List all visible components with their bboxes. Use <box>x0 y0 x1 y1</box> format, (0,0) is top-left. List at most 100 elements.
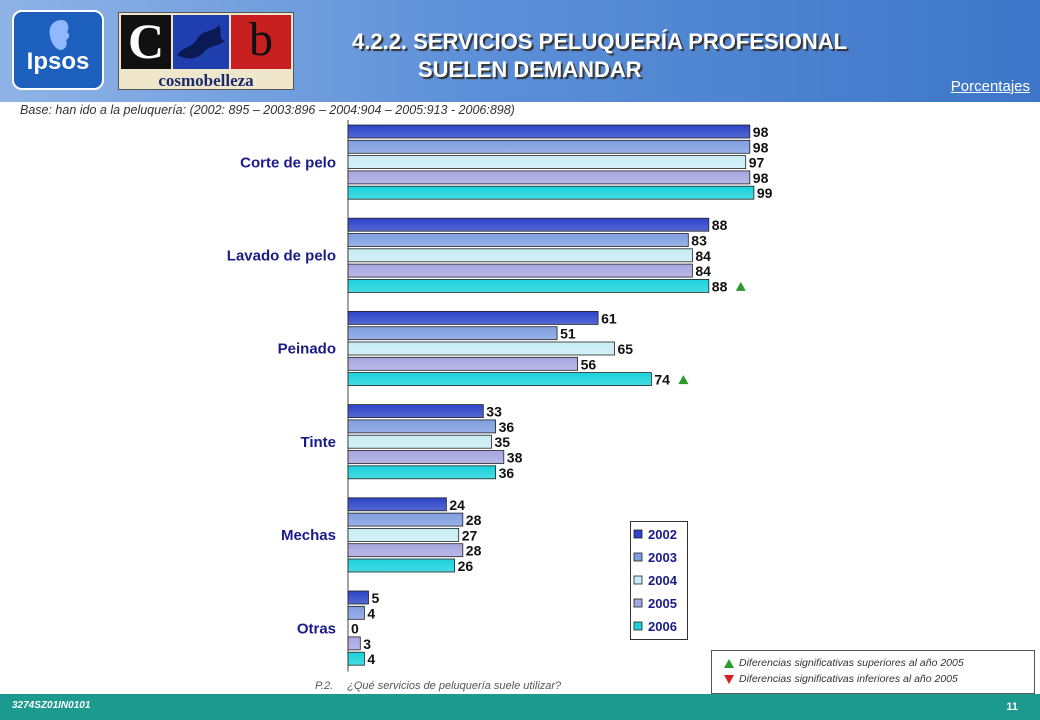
data-label: 4 <box>367 605 375 621</box>
data-label: 74 <box>654 372 670 388</box>
bar <box>347 155 747 170</box>
data-label: 88 <box>712 278 728 294</box>
bar <box>347 326 558 341</box>
bar <box>347 450 505 464</box>
question-note: P.2. ¿Qué servicios de peluquería suele u… <box>315 680 561 692</box>
logo-c-letter: C <box>121 15 171 69</box>
bar <box>347 512 464 527</box>
title-line-1: 4.2.2. SERVICIOS PELUQUERÍA PROFESIONAL <box>352 29 848 54</box>
question-text: ¿Qué servicios de peluquería suele utili… <box>347 680 562 692</box>
legend-swatch <box>633 598 643 608</box>
data-label: 28 <box>466 512 482 528</box>
significance-up-marker <box>678 375 689 385</box>
data-label: 5 <box>372 590 380 606</box>
data-label: 36 <box>499 465 515 481</box>
significance-down-text: Diferencias significativas inferiores al… <box>739 673 958 685</box>
data-label: 4 <box>367 651 375 667</box>
legend-swatch <box>633 621 643 631</box>
data-label: 88 <box>712 217 728 233</box>
data-label: 99 <box>757 185 773 201</box>
significance-legend: Diferencias significativas superiores al… <box>711 650 1035 694</box>
data-label: 83 <box>691 233 707 249</box>
bar <box>347 233 689 247</box>
cosmobelleza-logo: C b cosmobelleza <box>118 12 294 90</box>
question-code: P.2. <box>315 680 334 692</box>
data-label: 28 <box>466 543 482 559</box>
logo-wordmark: cosmobelleza <box>158 71 254 90</box>
bar <box>347 372 652 387</box>
bar <box>347 590 369 605</box>
bar <box>347 497 447 512</box>
bar <box>347 248 693 263</box>
bar <box>347 419 497 434</box>
footer-code: 3274SZ01IN0101 <box>12 700 91 711</box>
data-label: 84 <box>695 248 711 264</box>
legend-label: 2003 <box>648 550 677 565</box>
page-number: 11 <box>1006 701 1018 713</box>
ipsos-logo: Ipsos <box>12 10 104 90</box>
bar <box>347 605 365 620</box>
category-label: Peinado <box>278 341 336 358</box>
bar <box>347 636 361 651</box>
bar <box>347 465 497 480</box>
bar <box>347 651 365 666</box>
data-label: 51 <box>560 326 576 342</box>
category-label: Corte de pelo <box>240 154 336 171</box>
bar <box>347 404 484 419</box>
significance-up-row: Diferencias significativas superiores al… <box>724 656 964 670</box>
slide-footer: 3274SZ01IN0101 11 <box>0 694 1040 720</box>
category-label: Tinte <box>300 434 336 451</box>
bar <box>347 543 464 558</box>
data-label: 56 <box>581 356 597 372</box>
ipsos-logo-text: Ipsos <box>26 48 90 75</box>
bar <box>347 263 693 278</box>
bar <box>347 558 455 573</box>
category-label: Lavado de pelo <box>227 247 336 264</box>
category-label: Otras <box>297 620 336 637</box>
logo-hand-icon <box>173 15 229 69</box>
bar <box>347 341 615 356</box>
ipsos-face-icon <box>49 20 70 50</box>
base-note: Base: han ido a la peluquería: (2002: 89… <box>20 103 515 117</box>
data-label: 38 <box>507 450 523 466</box>
bar <box>347 278 710 293</box>
data-label: 0 <box>351 621 359 637</box>
triangle-down-icon <box>724 674 734 684</box>
slide-header: Ipsos C b cosmobelleza 4.2.2. SERVICIOS … <box>0 0 1040 102</box>
bar <box>347 217 710 232</box>
logo-b-letter: b <box>231 15 291 69</box>
data-label: 98 <box>753 170 769 186</box>
data-label: 98 <box>753 124 769 140</box>
bar <box>347 170 751 185</box>
data-label: 65 <box>618 341 634 357</box>
title-line-2: SUELEN DEMANDAR <box>418 57 642 82</box>
significance-up-text: Diferencias significativas superiores al… <box>739 657 964 669</box>
significance-down-row: Diferencias significativas inferiores al… <box>724 672 958 686</box>
legend-label: 2002 <box>648 527 677 542</box>
legend-label: 2006 <box>648 619 677 634</box>
bar <box>347 124 751 139</box>
bar <box>347 185 755 200</box>
data-label: 61 <box>601 310 617 326</box>
units-label: Porcentajes <box>950 78 1030 95</box>
legend-label: 2004 <box>648 573 678 588</box>
legend-swatch <box>633 552 643 562</box>
significance-up-marker <box>735 281 746 291</box>
data-label: 3 <box>363 636 371 652</box>
legend-swatch <box>633 575 643 585</box>
legend-label: 2005 <box>648 596 677 611</box>
category-label: Mechas <box>281 527 336 544</box>
legend-swatch <box>633 529 643 539</box>
slide-title: 4.2.2. SERVICIOS PELUQUERÍA PROFESIONAL … <box>352 28 847 84</box>
data-label: 84 <box>695 263 711 279</box>
data-label: 27 <box>462 527 478 543</box>
bar <box>347 310 599 325</box>
data-label: 97 <box>749 155 765 171</box>
data-label: 36 <box>499 419 515 435</box>
data-label: 26 <box>458 558 474 574</box>
data-label: 24 <box>449 497 465 513</box>
bar <box>347 139 751 154</box>
data-label: 33 <box>486 404 502 420</box>
data-label: 35 <box>495 434 511 450</box>
